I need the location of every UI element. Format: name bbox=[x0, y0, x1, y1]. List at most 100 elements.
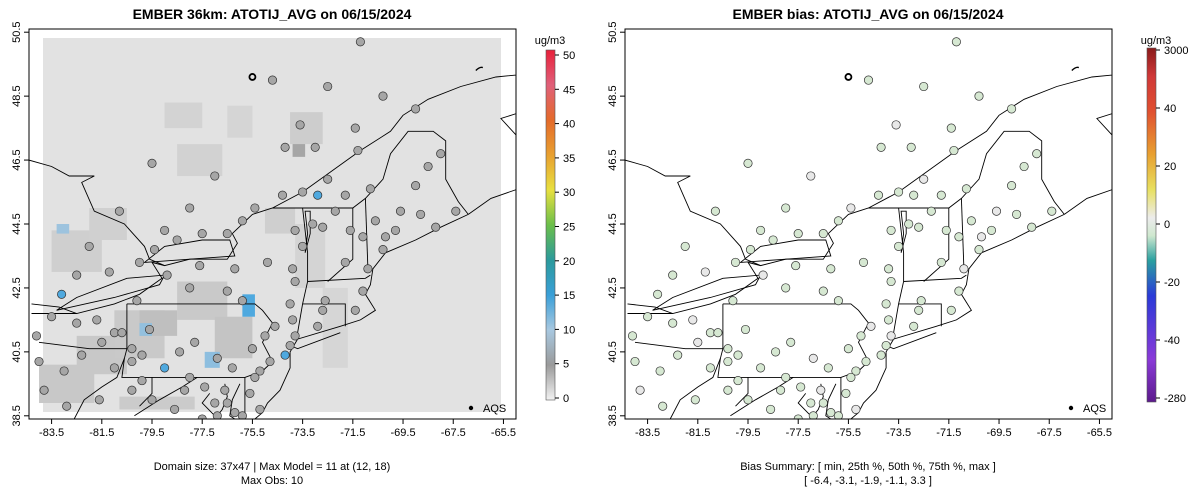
right-obs-site-marker bbox=[768, 235, 778, 245]
right-boundary-line bbox=[825, 383, 837, 419]
right-obs-site-marker bbox=[936, 257, 946, 267]
right-colorbar-tick-label: 0 bbox=[1164, 219, 1170, 231]
right-obs-site-marker bbox=[653, 289, 663, 299]
right-obs-site-marker bbox=[974, 245, 984, 255]
left-obs-site-marker bbox=[237, 411, 247, 419]
left-island-outline bbox=[475, 66, 484, 72]
right-obs-site-marker bbox=[1027, 222, 1037, 232]
model-grid-patch bbox=[119, 396, 195, 410]
left-obs-site-marker bbox=[47, 312, 57, 322]
left-obs-site-marker bbox=[222, 398, 232, 408]
left-obs-site-marker bbox=[313, 321, 323, 331]
left-boundary-line bbox=[231, 130, 469, 234]
model-grid-patch bbox=[292, 144, 306, 157]
left-obs-site-marker bbox=[358, 286, 368, 296]
right-obs-site-marker bbox=[823, 363, 833, 373]
left-obs-site-marker bbox=[298, 187, 308, 197]
left-obs-site-marker bbox=[390, 225, 401, 235]
left-boundary-line bbox=[29, 159, 95, 177]
left-obs-site-marker bbox=[222, 229, 232, 239]
left-obs-site-marker bbox=[185, 283, 195, 293]
right-x-tick-label: -79.5 bbox=[735, 427, 760, 439]
right-obs-site-marker bbox=[733, 350, 743, 360]
left-obs-site-marker bbox=[230, 264, 240, 274]
right-obs-site-marker bbox=[926, 206, 936, 216]
right-colorbar-tick-label: -40 bbox=[1164, 335, 1180, 347]
right-obs-site-marker bbox=[986, 225, 997, 235]
right-obs-site-marker bbox=[705, 363, 715, 373]
left-map-area bbox=[29, 37, 516, 419]
left-colorbar-tick-label: 20 bbox=[563, 256, 575, 268]
left-boundary-line bbox=[302, 303, 346, 327]
right-obs-site-marker bbox=[861, 356, 871, 367]
right-obs-site-marker bbox=[894, 187, 904, 197]
right-obs-site-marker bbox=[743, 395, 753, 405]
right-obs-site-marker bbox=[627, 331, 638, 341]
right-obs-site-marker bbox=[643, 312, 653, 322]
left-obs-site-marker bbox=[160, 225, 170, 235]
left-obs-site-marker bbox=[147, 158, 157, 168]
right-obs-site-marker bbox=[635, 385, 645, 395]
left-obs-site-marker bbox=[220, 385, 230, 395]
left-colorbar-tick-label: 35 bbox=[563, 153, 575, 165]
right-boundary-line bbox=[923, 208, 950, 282]
right-obs-site-marker bbox=[886, 225, 896, 235]
right-map-area bbox=[625, 37, 1112, 419]
left-boundary-line bbox=[139, 377, 153, 407]
left-lake-outline bbox=[304, 210, 311, 253]
left-obs-site-marker bbox=[127, 344, 137, 354]
left-x-tick-label: -83.5 bbox=[39, 427, 64, 439]
right-boundary-line bbox=[797, 393, 812, 417]
right-obs-site-marker bbox=[713, 328, 723, 338]
right-x-tick-label: -83.5 bbox=[635, 427, 660, 439]
left-boundary-line bbox=[254, 213, 469, 419]
left-obs-site-marker bbox=[290, 225, 300, 235]
right-obs-site-marker bbox=[786, 337, 796, 347]
left-obs-site-marker bbox=[31, 331, 42, 341]
right-obs-site-marker bbox=[758, 270, 768, 280]
right-obs-site-marker bbox=[916, 296, 926, 306]
right-boundary-line bbox=[717, 303, 859, 378]
left-obs-site-marker bbox=[94, 395, 104, 405]
left-obs-site-marker bbox=[323, 81, 333, 92]
left-obs-site-marker bbox=[212, 411, 222, 419]
left-obs-site-marker bbox=[117, 328, 127, 338]
right-obs-site-marker bbox=[690, 395, 700, 405]
left-obs-site-marker bbox=[230, 408, 240, 418]
right-obs-site-marker bbox=[781, 283, 791, 293]
right-x-tick-label: -65.5 bbox=[1087, 427, 1112, 439]
right-y-tick-label: 38.5 bbox=[607, 405, 619, 426]
left-boundary-line bbox=[73, 358, 125, 419]
left-colorbar-tick-label: 40 bbox=[563, 119, 575, 131]
right-obs-site-marker bbox=[851, 366, 861, 376]
left-obs-site-marker bbox=[200, 382, 210, 392]
right-boundary-line bbox=[898, 303, 942, 327]
left-obs-site-marker bbox=[416, 209, 426, 219]
left-obs-site-marker bbox=[72, 270, 82, 280]
right-x-tick-label: -69.5 bbox=[986, 427, 1011, 439]
right-obs-site-marker bbox=[1007, 181, 1017, 191]
left-obs-site-marker bbox=[72, 318, 82, 328]
right-obs-site-marker bbox=[894, 241, 904, 251]
left-obs-site-marker bbox=[160, 363, 170, 373]
left-obs-site-marker bbox=[340, 257, 350, 267]
right-y-tick-label: 42.5 bbox=[607, 277, 619, 298]
right-x-tick-label: -77.5 bbox=[786, 427, 811, 439]
right-panel-title: EMBER bias: ATOTIJ_AVG on 06/15/2024 bbox=[732, 6, 1003, 22]
left-obs-site-marker bbox=[436, 149, 446, 159]
right-x-tick-label: -75.5 bbox=[836, 427, 861, 439]
left-obs-site-marker bbox=[237, 296, 247, 306]
right-obs-site-marker bbox=[1007, 104, 1017, 114]
right-colorbar-tick-label: -20 bbox=[1164, 277, 1180, 289]
right-obs-site-marker bbox=[959, 264, 969, 274]
right-obs-site-marker bbox=[841, 388, 851, 398]
right-obs-site-marker bbox=[976, 232, 987, 242]
right-obs-site-marker bbox=[909, 190, 919, 200]
right-obs-site-marker bbox=[833, 216, 843, 226]
right-obs-site-marker bbox=[781, 203, 791, 213]
right-legend-label: AQS bbox=[1083, 403, 1106, 415]
right-obs-site-marker bbox=[909, 321, 919, 331]
right-legend-marker bbox=[1068, 405, 1074, 411]
right-boundary-line bbox=[669, 358, 721, 419]
right-obs-site-marker bbox=[954, 286, 964, 296]
